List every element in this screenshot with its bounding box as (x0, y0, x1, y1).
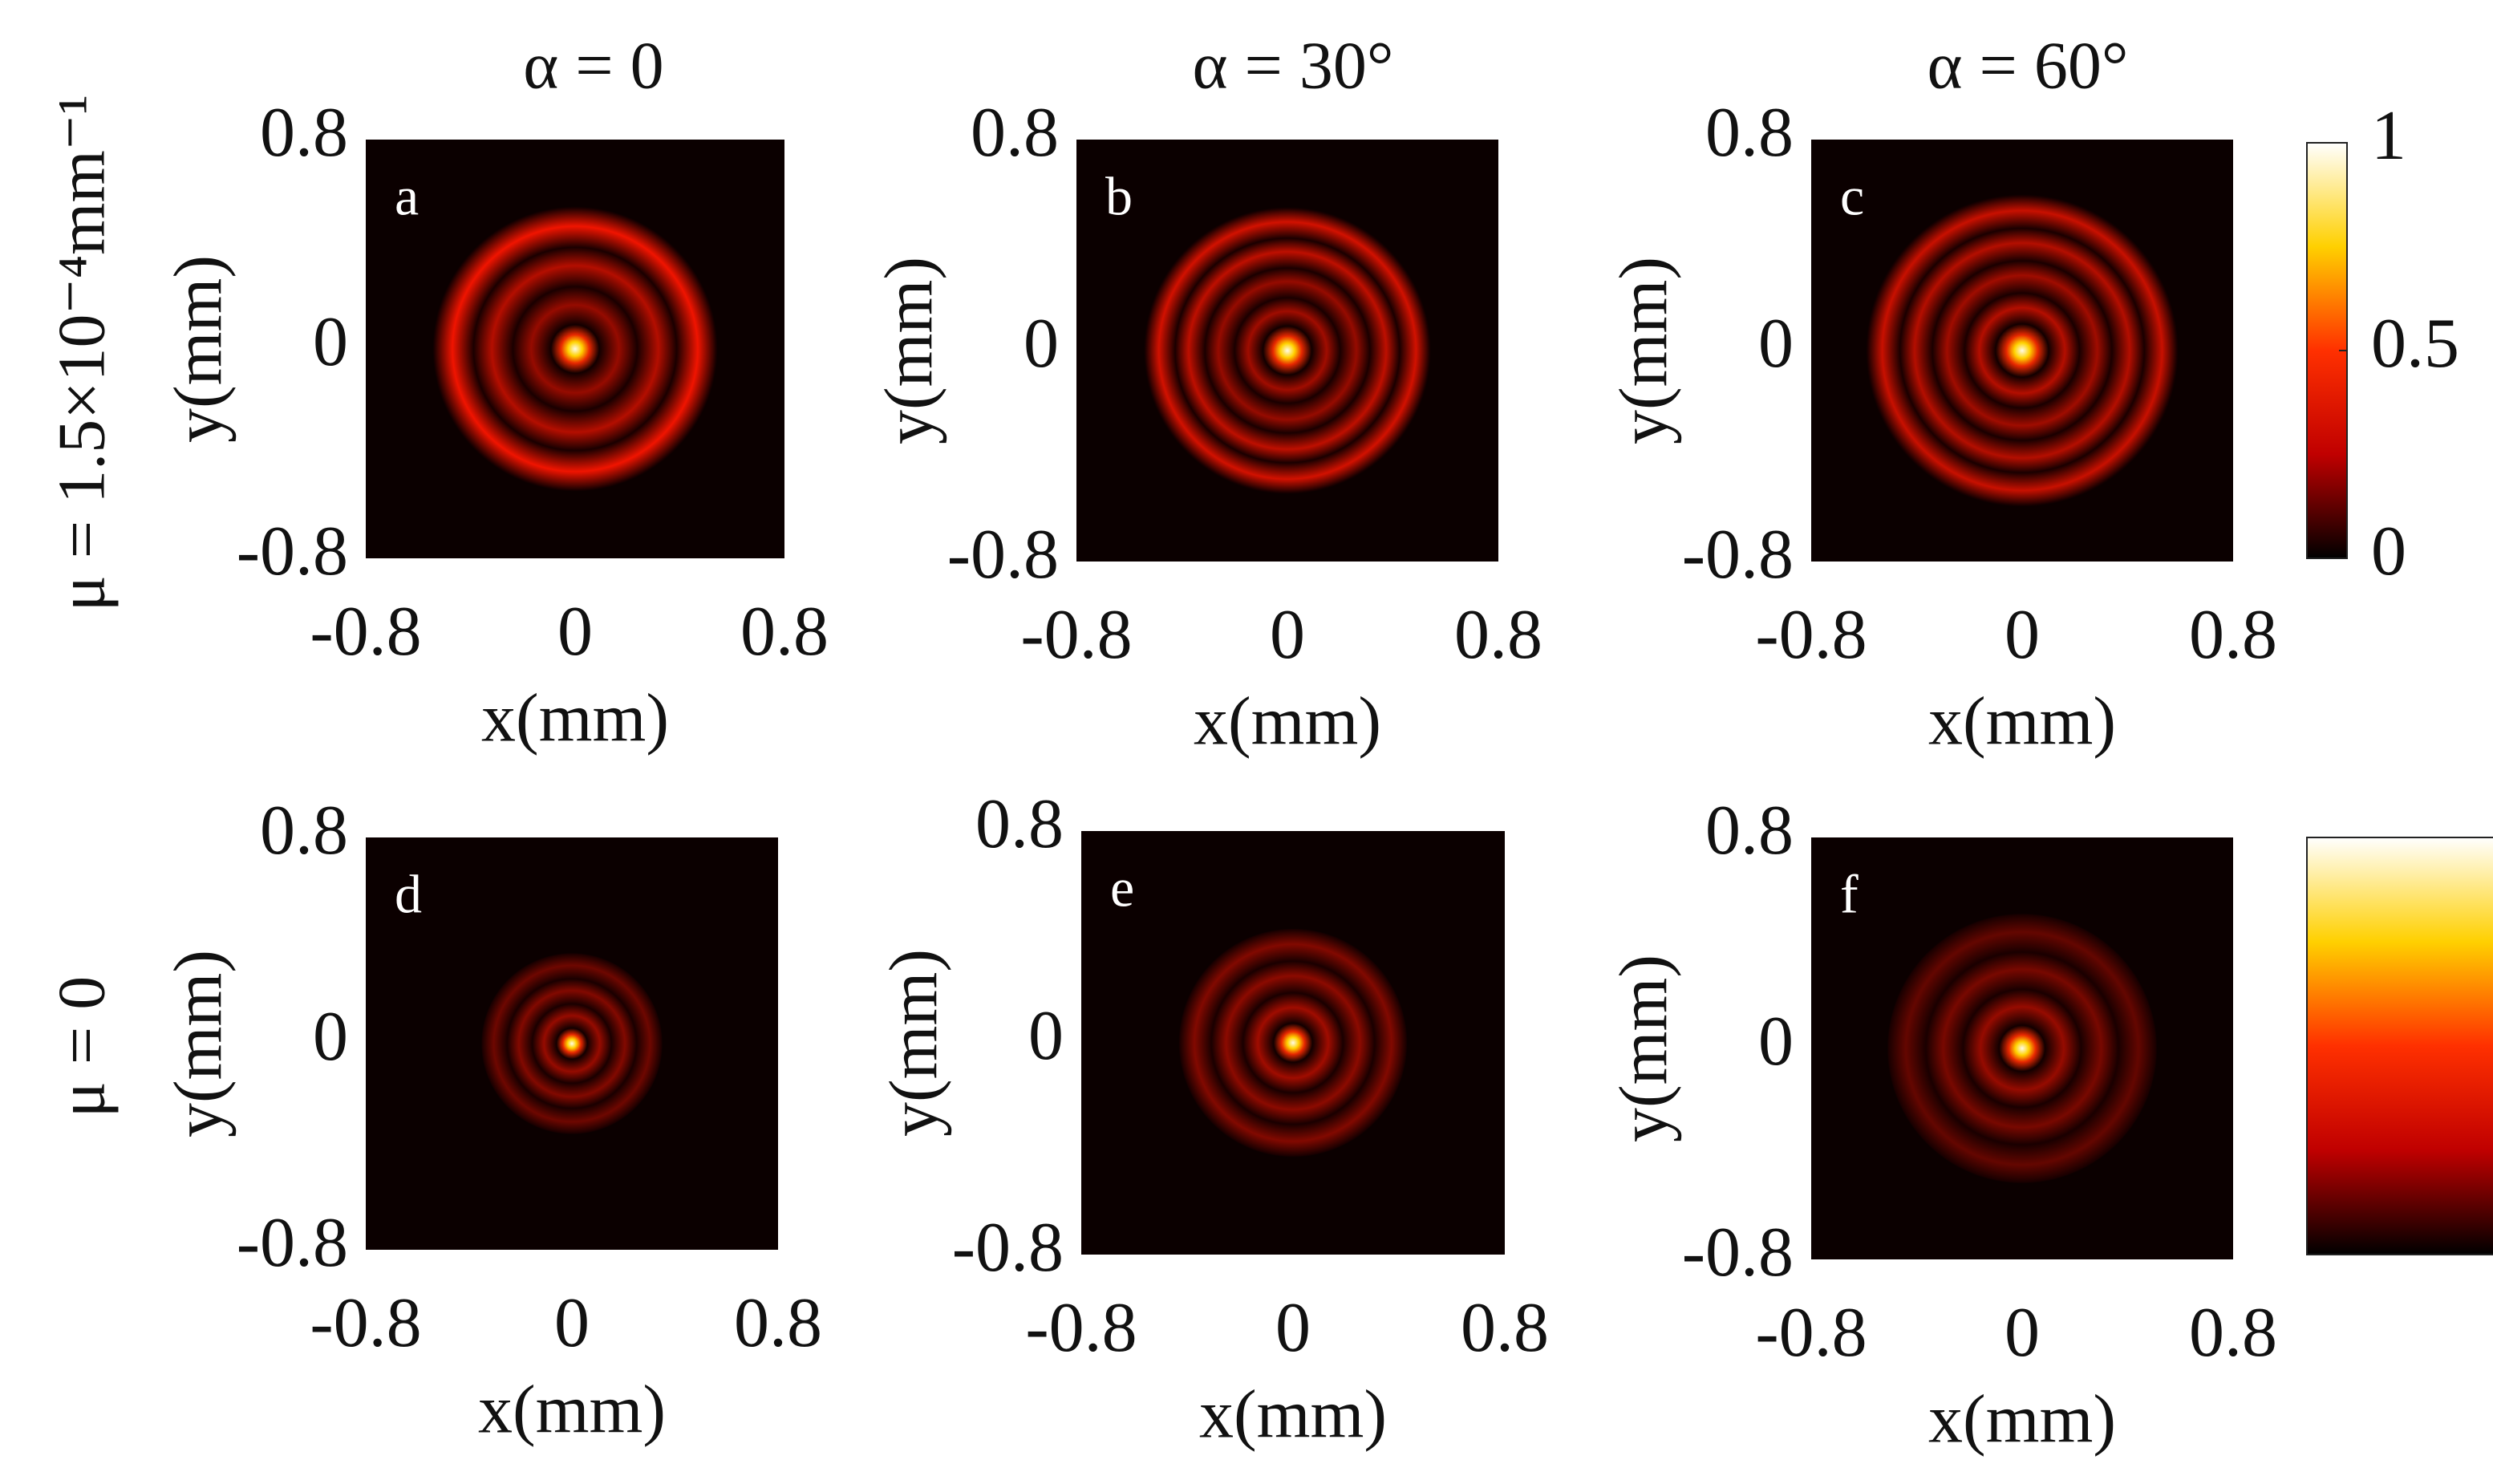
intensity-pattern (1866, 194, 2179, 507)
intensity-pattern (432, 206, 718, 492)
y-axis-label: y(mm) (160, 255, 237, 443)
colorbar-tick-label: 0 (2371, 513, 2406, 590)
panel-label: b (1105, 166, 1133, 227)
x-tick-label: 0 (557, 593, 593, 671)
x-tick-label: 0 (2005, 596, 2040, 674)
y-tick-label: -0.8 (237, 513, 348, 590)
x-axis-label: x(mm) (1928, 1381, 2116, 1458)
y-axis-label: y(mm) (160, 950, 237, 1137)
y-tick-label: 0 (313, 303, 348, 381)
column-title: α = 0 (523, 28, 663, 103)
column-title: α = 30° (1193, 28, 1394, 103)
y-tick-label: 0 (1758, 1003, 1794, 1081)
x-tick-label: -0.8 (1755, 1294, 1867, 1372)
y-axis-label: y(mm) (870, 257, 947, 444)
panel-label: a (395, 166, 419, 227)
x-axis-label: x(mm) (481, 679, 669, 756)
x-tick-label: 0 (554, 1284, 590, 1362)
y-tick-label: 0 (1024, 305, 1059, 383)
panel-label: f (1840, 864, 1859, 925)
x-tick-label: -0.8 (1025, 1289, 1137, 1367)
y-tick-label: 0 (1758, 305, 1794, 383)
y-tick-label: -0.8 (1682, 1214, 1794, 1291)
panel-label: d (395, 864, 422, 925)
colorbar (2306, 837, 2493, 1255)
y-tick-label: -0.8 (952, 1209, 1064, 1287)
y-axis-label: y(mm) (875, 949, 952, 1137)
x-tick-label: -0.8 (1020, 596, 1132, 674)
y-tick-label: -0.8 (237, 1204, 348, 1282)
row-label: μ = 0 (44, 976, 119, 1117)
y-tick-label: -0.8 (947, 516, 1059, 594)
y-tick-label: 0.8 (1705, 792, 1794, 870)
x-axis-label: x(mm) (1194, 683, 1381, 760)
row-label: μ = 1.5×10⁻⁴mm⁻¹ (44, 95, 119, 612)
y-tick-label: 0 (1028, 997, 1064, 1075)
intensity-pattern (1178, 928, 1408, 1158)
x-tick-label: 0.8 (2189, 596, 2277, 674)
y-tick-label: -0.8 (1682, 516, 1794, 594)
x-tick-label: 0.8 (1461, 1289, 1549, 1367)
y-tick-label: 0.8 (971, 94, 1059, 172)
y-axis-label: y(mm) (1605, 257, 1682, 444)
x-axis-label: x(mm) (478, 1371, 666, 1448)
x-tick-label: 0.8 (1454, 596, 1542, 674)
colorbar-tick-label: 1 (2371, 97, 2406, 175)
x-tick-label: -0.8 (310, 593, 421, 671)
column-title: α = 60° (1928, 28, 2129, 103)
x-tick-label: 0 (1275, 1289, 1311, 1367)
x-tick-label: -0.8 (310, 1284, 421, 1362)
x-axis-label: x(mm) (1928, 683, 2116, 760)
x-tick-label: 0.8 (740, 593, 829, 671)
y-tick-label: 0 (313, 998, 348, 1076)
colorbar-tick-label: 0.5 (2371, 305, 2459, 383)
y-tick-label: 0.8 (260, 94, 348, 172)
intensity-pattern (480, 952, 663, 1135)
intensity-pattern (1887, 913, 2158, 1184)
y-axis-label: y(mm) (1605, 955, 1682, 1142)
intensity-pattern (1144, 207, 1431, 494)
y-tick-label: 0.8 (975, 785, 1064, 863)
y-tick-label: 0.8 (260, 792, 348, 870)
x-tick-label: 0 (1270, 596, 1305, 674)
x-tick-label: -0.8 (1755, 596, 1867, 674)
y-tick-label: 0.8 (1705, 94, 1794, 172)
x-tick-label: 0.8 (2189, 1294, 2277, 1372)
panel-label: c (1840, 166, 1864, 227)
x-tick-label: 0 (2005, 1294, 2040, 1372)
panel-label: e (1110, 858, 1134, 918)
x-axis-label: x(mm) (1199, 1376, 1387, 1453)
x-tick-label: 0.8 (734, 1284, 822, 1362)
